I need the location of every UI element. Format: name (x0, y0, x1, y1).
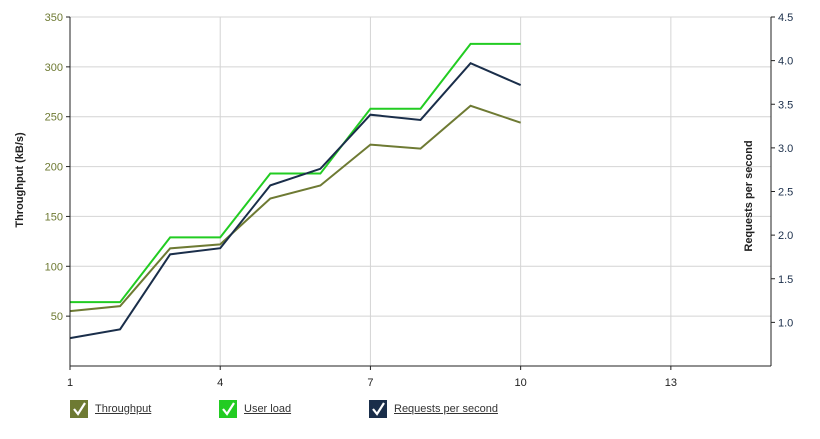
checkbox-icon[interactable] (70, 400, 88, 418)
axis-layer: 50 100 150 200 250 300 350 1.0 1.5 2.0 2.5 3.0 3.5 4.… (45, 12, 794, 389)
legend: Throughput User load Requests per second (0, 400, 820, 424)
grid-layer (69, 16, 771, 366)
series-line-user-load (70, 42, 521, 304)
y-tick-left-label: 250 (45, 112, 63, 124)
y-tick-right-label: 4.0 (778, 56, 793, 68)
y-tick-right-label: 1.5 (778, 274, 793, 286)
x-tick-label: 13 (665, 377, 677, 389)
y-tick-right-label: 3.0 (778, 143, 793, 155)
y-tick-right-label: 3.5 (778, 99, 793, 111)
checkbox-icon[interactable] (369, 400, 387, 418)
y-tick-left-label: 200 (45, 162, 63, 174)
legend-label: Throughput (95, 403, 152, 415)
y-tick-right-label: 4.5 (778, 12, 793, 24)
y-tick-left-label: 50 (51, 311, 63, 323)
checkmark-icon (70, 400, 88, 418)
legend-label: Requests per second (394, 403, 498, 415)
legend-label: User load (244, 403, 292, 415)
y-axis-left-label: Throughput (kB/s) (14, 132, 26, 228)
y-tick-left-label: 350 (45, 12, 63, 24)
checkmark-icon (369, 400, 387, 418)
y-tick-right-label: 1.0 (778, 317, 793, 329)
x-tick-label: 4 (217, 377, 223, 389)
x-tick-label: 1 (67, 377, 73, 389)
y-tick-left-label: 300 (45, 62, 63, 74)
legend-item-requests-per-second[interactable]: Requests per second (369, 400, 498, 418)
series-line-requests-per-second (69, 62, 522, 340)
y-tick-left-label: 100 (45, 261, 63, 273)
legend-item-throughput[interactable]: Throughput (70, 400, 151, 418)
y-tick-right-label: 2.0 (778, 230, 793, 242)
y-tick-right-label: 2.5 (778, 187, 793, 199)
series-layer (69, 42, 522, 340)
legend-item-user-load[interactable]: User load (219, 400, 291, 418)
x-tick-label: 7 (367, 377, 373, 389)
checkmark-icon (219, 400, 237, 418)
chart-plot: 50 100 150 200 250 300 350 1.0 1.5 2.0 2.5 3.0 3.5 4.… (14, 12, 794, 389)
y-axis-right-label: Requests per second (743, 140, 755, 251)
y-tick-left-label: 150 (45, 211, 63, 223)
checkbox-icon[interactable] (219, 400, 237, 418)
series-line-throughput (69, 104, 521, 313)
x-tick-label: 10 (515, 377, 527, 389)
